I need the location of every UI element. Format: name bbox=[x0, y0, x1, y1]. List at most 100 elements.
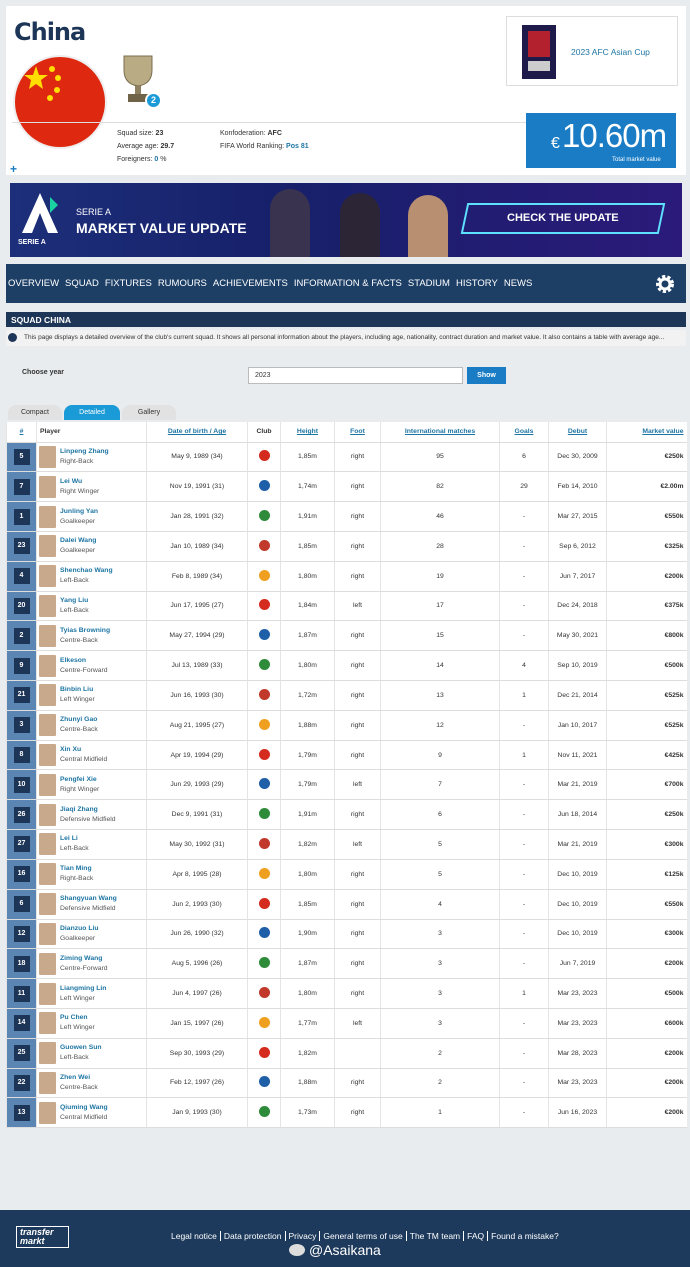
column-header[interactable]: Date of birth / Age bbox=[146, 422, 248, 443]
player-name[interactable]: Guowen Sun bbox=[60, 1044, 102, 1052]
club-icon[interactable] bbox=[258, 539, 270, 551]
market-value[interactable]: €600k bbox=[606, 1008, 687, 1039]
player-name[interactable]: Elkeson bbox=[60, 656, 87, 664]
banner[interactable]: SERIE A SERIE A MARKET VALUE UPDATE CHEC… bbox=[10, 183, 682, 257]
player-name[interactable]: Tian Ming bbox=[60, 865, 92, 873]
club-icon[interactable] bbox=[258, 1076, 270, 1088]
club-icon[interactable] bbox=[258, 1046, 270, 1058]
market-value[interactable]: €700k bbox=[606, 769, 687, 801]
club-icon[interactable] bbox=[258, 569, 270, 581]
cup-box[interactable]: 2023 AFC Asian Cup bbox=[506, 16, 678, 86]
player-name[interactable]: Qiuming Wang bbox=[60, 1103, 108, 1111]
market-value[interactable]: €425k bbox=[606, 740, 687, 771]
market-value[interactable]: €250k bbox=[606, 442, 687, 473]
market-value[interactable]: €250k bbox=[606, 799, 687, 831]
nav-item[interactable]: SQUAD bbox=[65, 278, 99, 289]
footer-link[interactable]: FAQ bbox=[463, 1231, 487, 1241]
club-icon[interactable] bbox=[258, 599, 270, 611]
club-icon[interactable] bbox=[258, 897, 270, 909]
cup-name[interactable]: 2023 AFC Asian Cup bbox=[571, 47, 650, 57]
club-icon[interactable] bbox=[258, 480, 270, 492]
player-name[interactable]: Ziming Wang bbox=[60, 954, 103, 962]
show-button[interactable]: Show bbox=[467, 367, 506, 384]
club-icon[interactable] bbox=[258, 987, 270, 999]
footer-link[interactable]: Found a mistake? bbox=[487, 1231, 562, 1241]
market-value[interactable]: €2.00m bbox=[606, 471, 687, 503]
market-value[interactable]: €125k bbox=[606, 859, 687, 890]
player-name[interactable]: Linpeng Zhang bbox=[60, 447, 109, 455]
market-value[interactable]: €550k bbox=[606, 889, 687, 920]
club-icon[interactable] bbox=[258, 808, 270, 820]
player-name[interactable]: Pengfei Xie bbox=[60, 775, 97, 783]
club-icon[interactable] bbox=[258, 450, 270, 462]
player-name[interactable]: Zhunyi Gao bbox=[60, 716, 98, 724]
nav-item[interactable]: RUMOURS bbox=[157, 278, 207, 289]
footer-link[interactable]: Legal notice bbox=[171, 1231, 217, 1241]
market-value[interactable]: €550k bbox=[606, 501, 687, 532]
market-value[interactable]: €525k bbox=[606, 680, 687, 711]
club-icon[interactable] bbox=[258, 659, 270, 671]
player-name[interactable]: Lei Wu bbox=[60, 477, 83, 485]
column-header[interactable]: Market value bbox=[606, 422, 687, 443]
column-header[interactable]: Foot bbox=[334, 422, 381, 443]
nav-item[interactable]: STADIUM bbox=[407, 278, 450, 289]
player-name[interactable]: Jiaqi Zhang bbox=[60, 805, 98, 813]
nav-item[interactable]: HISTORY bbox=[455, 278, 498, 289]
column-header[interactable]: Goals bbox=[499, 422, 549, 443]
club-icon[interactable] bbox=[258, 1016, 270, 1028]
club-icon[interactable] bbox=[258, 718, 270, 730]
expand[interactable]: + bbox=[10, 162, 18, 176]
trophy-count[interactable]: 2 bbox=[145, 92, 162, 109]
market-value[interactable]: €500k bbox=[606, 650, 687, 681]
column-header[interactable]: International matches bbox=[380, 422, 500, 443]
club-icon[interactable] bbox=[258, 778, 270, 790]
footer-link[interactable]: Privacy bbox=[284, 1231, 320, 1241]
club-icon[interactable] bbox=[258, 867, 270, 879]
settings-icon[interactable] bbox=[654, 273, 676, 295]
player-name[interactable]: Shenchao Wang bbox=[60, 567, 113, 575]
player-name[interactable]: Junling Yan bbox=[60, 507, 99, 515]
market-value[interactable]: €200k bbox=[606, 1097, 687, 1129]
nav-item[interactable]: INFORMATION & FACTS bbox=[293, 278, 402, 289]
player-name[interactable]: Dalei Wang bbox=[60, 537, 97, 545]
footer-link[interactable]: General terms of use bbox=[319, 1231, 405, 1241]
player-name[interactable]: Xin Xu bbox=[60, 746, 82, 754]
player-name[interactable]: Liangming Lin bbox=[60, 984, 107, 992]
player-name[interactable]: Lei Li bbox=[60, 835, 78, 843]
club-icon[interactable] bbox=[258, 1106, 270, 1118]
footer-link[interactable]: The TM team bbox=[405, 1231, 463, 1241]
nav-item[interactable]: NEWS bbox=[503, 278, 533, 289]
market-value[interactable]: €525k bbox=[606, 710, 687, 741]
club-icon[interactable] bbox=[258, 629, 270, 641]
player-name[interactable]: Pu Chen bbox=[60, 1014, 88, 1022]
market-value[interactable]: €200k bbox=[606, 561, 687, 592]
year-select[interactable]: 2023 bbox=[248, 367, 463, 384]
player-name[interactable]: Yang Liu bbox=[60, 596, 89, 604]
club-icon[interactable] bbox=[258, 688, 270, 700]
tab[interactable]: Detailed bbox=[64, 405, 120, 420]
banner-button[interactable]: CHECK THE UPDATE bbox=[460, 203, 666, 234]
market-value[interactable]: €300k bbox=[606, 829, 687, 860]
nav-item[interactable]: FIXTURES bbox=[104, 278, 152, 289]
market-value[interactable]: €200k bbox=[606, 1068, 687, 1099]
market-value[interactable]: €300k bbox=[606, 919, 687, 950]
club-icon[interactable] bbox=[258, 957, 270, 969]
column-header[interactable]: Height bbox=[280, 422, 335, 443]
player-name[interactable]: Tyias Browning bbox=[60, 626, 111, 634]
club-icon[interactable] bbox=[258, 927, 270, 939]
market-value[interactable]: €200k bbox=[606, 1038, 687, 1069]
player-name[interactable]: Zhen Wei bbox=[60, 1073, 91, 1081]
column-header[interactable]: # bbox=[6, 422, 37, 443]
tab[interactable]: Gallery bbox=[122, 405, 176, 420]
club-icon[interactable] bbox=[258, 510, 270, 522]
club-icon[interactable] bbox=[258, 837, 270, 849]
player-name[interactable]: Binbin Liu bbox=[60, 686, 94, 694]
nav-item[interactable]: OVERVIEW bbox=[8, 278, 60, 289]
player-name[interactable]: Dianzuo Liu bbox=[60, 924, 99, 932]
footer-link[interactable]: Data protection bbox=[219, 1231, 285, 1241]
player-name[interactable]: Shangyuan Wang bbox=[60, 895, 117, 903]
banner-button-text[interactable]: CHECK THE UPDATE bbox=[507, 212, 619, 224]
market-value[interactable]: €200k bbox=[606, 948, 687, 980]
column-header[interactable]: Debut bbox=[548, 422, 607, 443]
club-icon[interactable] bbox=[258, 748, 270, 760]
